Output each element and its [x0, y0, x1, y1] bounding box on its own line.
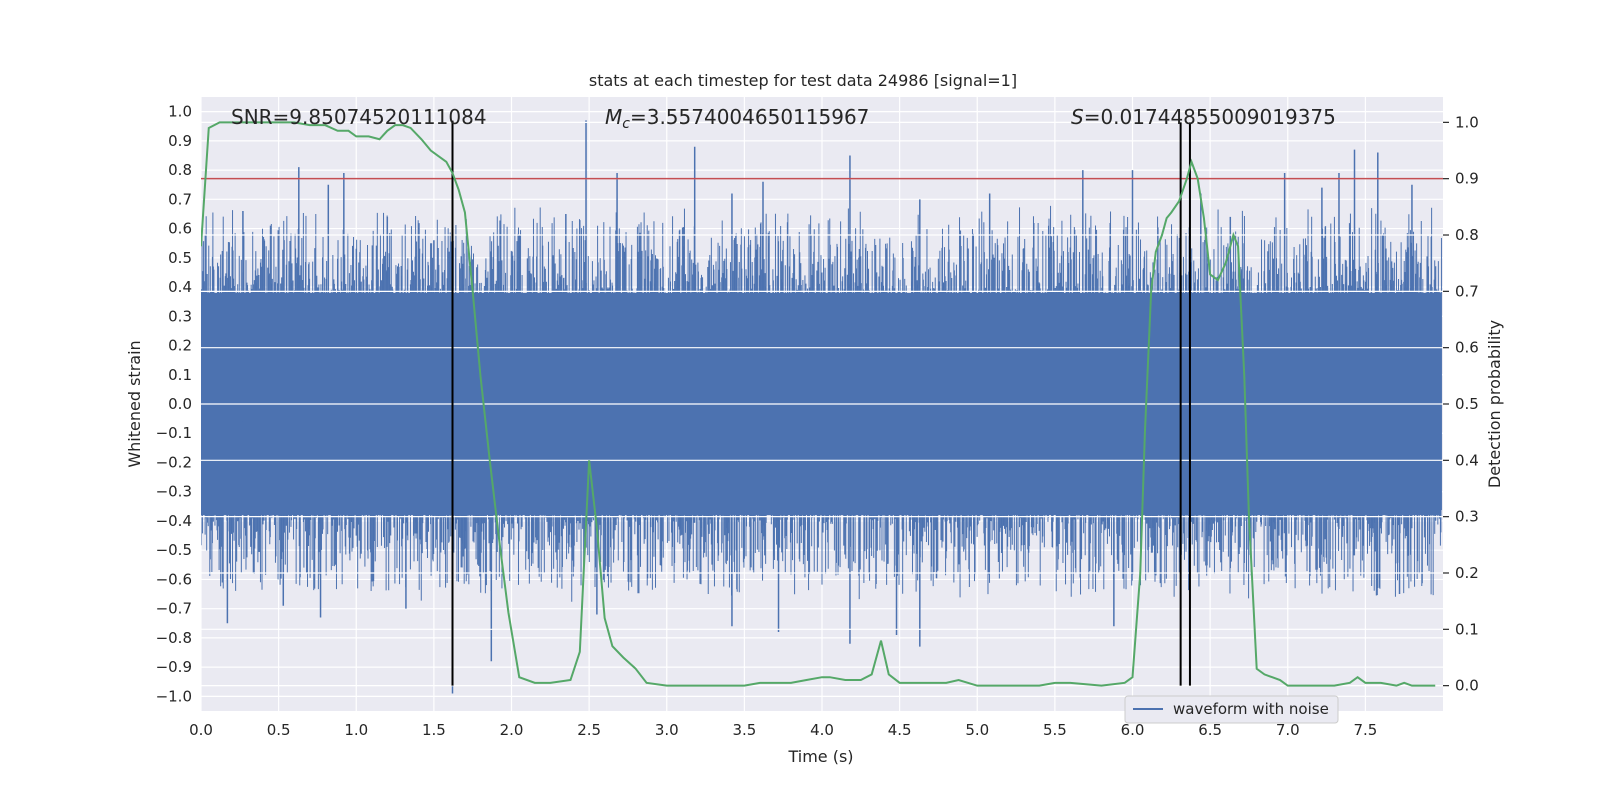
right-axis-gridlines [201, 121, 1443, 687]
s-annotation: S=0.01744855009019375 [1071, 105, 1336, 129]
y-tick-label: 0.0 [168, 395, 192, 413]
legend-label-waveform: waveform with noise [1173, 700, 1329, 718]
snr-annotation: SNR=9.85074520111084 [231, 105, 487, 129]
y2-tick-label: 0.3 [1455, 508, 1479, 526]
y2-tick-label: 0.2 [1455, 564, 1479, 582]
y-tick-label: 0.4 [168, 278, 192, 296]
x-tick-label: 7.0 [1276, 721, 1300, 739]
s-symbol: S [1071, 105, 1084, 129]
y2-tick-label: 0.8 [1455, 226, 1479, 244]
y-tick-label: 0.9 [168, 132, 192, 150]
x-tick-label: 3.5 [732, 721, 756, 739]
x-tick-label: 5.0 [965, 721, 989, 739]
mc-subscript: c [622, 116, 630, 132]
legend: waveform with noise [1124, 695, 1339, 724]
x-tick-label: 0.0 [189, 721, 213, 739]
mc-annotation: Mc=3.5574004650115967 [605, 105, 869, 132]
y-tick-label: 0.5 [168, 249, 192, 267]
y-tick-label: −0.9 [156, 658, 192, 676]
x-tick-label: 5.5 [1043, 721, 1067, 739]
y2-tick-label: 0.5 [1455, 395, 1479, 413]
y-tick-label: 0.2 [168, 337, 192, 355]
y2-tick-label: 0.7 [1455, 282, 1479, 300]
x-axis-label: Time (s) [787, 747, 853, 766]
y-tick-label: 0.8 [168, 161, 192, 179]
y-tick-label: −0.8 [156, 629, 192, 647]
mc-value: =3.5574004650115967 [630, 105, 869, 129]
x-tick-label: 1.5 [422, 721, 446, 739]
x-axis-ticks: 0.0 0.5 1.0 1.5 2.0 2.5 3.0 3.5 4.0 4.5 5.0 5.5 6.0 6… [189, 721, 1377, 739]
s-value: =0.01744855009019375 [1084, 105, 1336, 129]
y2-axis-label: Detection probability [1485, 320, 1504, 488]
y2-tick-label: 1.0 [1455, 113, 1479, 131]
y-tick-label: 0.3 [168, 307, 192, 325]
x-tick-label: 6.0 [1121, 721, 1145, 739]
x-tick-label: 4.0 [810, 721, 834, 739]
x-tick-label: 7.5 [1353, 721, 1377, 739]
y2-tick-label: 0.0 [1455, 677, 1479, 695]
probability-line [201, 121, 1436, 687]
y-tick-label: 0.1 [168, 366, 192, 384]
legend-box [1124, 695, 1339, 724]
y-tick-label: −1.0 [156, 687, 192, 705]
y2-tick-label: 0.1 [1455, 620, 1479, 638]
y-tick-label: −0.2 [156, 453, 192, 471]
x-tick-label: 1.0 [344, 721, 368, 739]
y-axis-label: Whitened strain [125, 340, 144, 467]
x-tick-label: 4.5 [888, 721, 912, 739]
y2-axis-ticks: 0.0 0.1 0.2 0.3 0.4 0.5 0.6 0.7 0.8 0.9 1.0 [1443, 113, 1479, 695]
y-tick-label: −0.3 [156, 483, 192, 501]
mc-symbol: M [605, 105, 622, 129]
x-tick-label: 3.0 [655, 721, 679, 739]
y-tick-label: −0.6 [156, 570, 192, 588]
y2-tick-label: 0.6 [1455, 339, 1479, 357]
y-tick-label: −0.5 [156, 541, 192, 559]
event-markers [451, 120, 1191, 686]
chart-title: stats at each timestep for test data 249… [589, 71, 1017, 90]
y-tick-label: 0.7 [168, 190, 192, 208]
y-tick-label: 0.6 [168, 220, 192, 238]
x-tick-label: 6.5 [1198, 721, 1222, 739]
x-tick-label: 2.0 [500, 721, 524, 739]
y-tick-label: −0.1 [156, 424, 192, 442]
y-tick-label: −0.4 [156, 512, 192, 530]
x-tick-label: 2.5 [577, 721, 601, 739]
y-axis-ticks: −1.0 −0.9 −0.8 −0.7 −0.6 −0.5 −0.4 −0.3 −0.2 −0.1… [156, 103, 192, 706]
y2-tick-label: 0.4 [1455, 451, 1479, 469]
y-tick-label: −0.7 [156, 600, 192, 618]
x-tick-label: 0.5 [267, 721, 291, 739]
y2-tick-label: 0.9 [1455, 170, 1479, 188]
y-tick-label: 1.0 [168, 103, 192, 121]
